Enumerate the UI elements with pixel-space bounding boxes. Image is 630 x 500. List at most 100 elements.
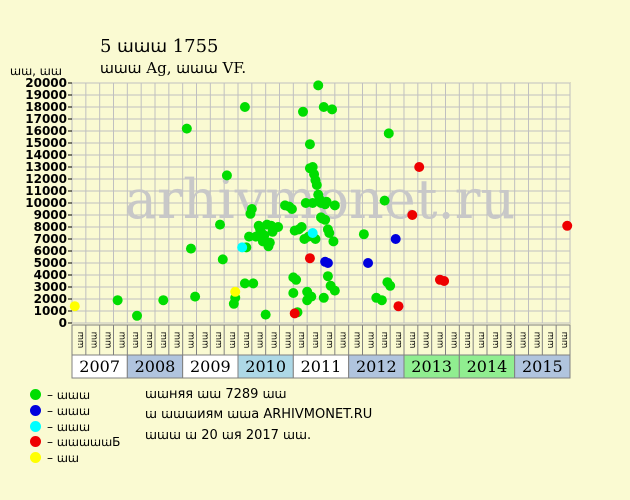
x-tick-label: ꭐꭐ <box>214 332 224 349</box>
legend-label: – ꭐꭐꭐ <box>47 388 91 402</box>
y-tick-label: 14000 <box>25 148 67 162</box>
x-tick-label: ꭐꭐ <box>380 332 390 349</box>
year-label: 2009 <box>190 357 231 376</box>
y-tick-label: 16000 <box>25 124 67 138</box>
y-tick-label: 1000 <box>34 304 67 318</box>
y-tick-label: 5000 <box>34 256 67 270</box>
year-label: 2015 <box>522 357 563 376</box>
info-line-date: ꭐꭐꭐ ꭐ 20 ꭐя 2017 ꭐꭐ. <box>145 428 312 443</box>
data-point <box>244 231 255 242</box>
x-axis: ꭐꭐ ꭐꭐ ꭐꭐ ꭐꭐ ꭐꭐ ꭐꭐ ꭐꭐ ꭐꭐ ꭐꭐ ꭐꭐ ꭐꭐ ꭐꭐ ꭐꭐ ꭐꭐ ꭐꭐ ꭐꭐ ꭐꭐ ꭐꭐ ꭐꭐ ꭐꭐ… <box>71 324 571 379</box>
legend-item: – ꭐꭐꭐ <box>30 386 90 403</box>
data-point <box>358 229 369 240</box>
year-label: 2008 <box>135 357 176 376</box>
data-point <box>112 295 123 306</box>
y-tick-label: 9000 <box>34 208 67 222</box>
x-tick-label: ꭐꭐ <box>76 332 86 349</box>
x-tick-label: ꭐꭐ <box>270 332 280 349</box>
y-tick-label: 19000 <box>25 88 67 102</box>
x-tick-label: ꭐꭐ <box>104 332 114 349</box>
y-tick-label: 11000 <box>25 184 67 198</box>
data-point <box>439 276 450 286</box>
data-point <box>376 295 387 306</box>
legend-item: – ꭐꭐꭐ <box>30 402 90 419</box>
legend-dot-icon <box>30 436 41 447</box>
data-point <box>185 243 196 254</box>
data-point <box>407 210 418 220</box>
x-tick-label: ꭐꭐ <box>311 332 321 349</box>
x-tick-label: ꭐꭐ <box>173 332 183 349</box>
data-point <box>296 222 307 232</box>
y-tick-label: 15000 <box>25 136 67 150</box>
y-tick-label: 2000 <box>34 292 67 306</box>
chart-subtitle: ꭐꭐꭐ Ag, ꭐꭐꭐ VF. <box>100 59 247 77</box>
data-point <box>383 128 394 139</box>
data-point <box>321 196 332 207</box>
y-axis-label: ꭐꭐ, ꭐꭐ <box>10 64 62 78</box>
data-point <box>215 219 226 230</box>
x-tick-label: ꭐꭐ <box>546 332 556 349</box>
x-tick-label: ꭐꭐ <box>90 332 100 349</box>
data-point <box>190 291 201 302</box>
x-tick-label: ꭐꭐ <box>449 332 459 349</box>
chart-title: 5 ꭐꭐꭐ 1755 <box>100 36 219 57</box>
y-tick-label: 17000 <box>25 112 67 126</box>
data-point <box>322 258 333 268</box>
data-point <box>289 308 300 319</box>
year-cell <box>514 354 571 379</box>
legend-dot-icon <box>30 452 41 463</box>
data-point <box>298 106 309 117</box>
data-point <box>393 301 404 312</box>
data-point <box>132 310 143 321</box>
data-point <box>158 295 169 306</box>
y-tick-label: 6000 <box>34 244 67 258</box>
legend-label: – ꭐꭐꭐ <box>47 420 91 434</box>
data-point <box>304 253 315 264</box>
data-point <box>304 139 315 150</box>
y-axis-ticks: 0100020003000400050006000700080009000100… <box>25 76 72 330</box>
y-tick-label: 18000 <box>25 100 67 114</box>
x-tick-label: ꭐꭐ <box>519 332 529 349</box>
data-point <box>414 162 425 172</box>
y-tick-label: 8000 <box>34 220 67 234</box>
x-tick-label: ꭐꭐ <box>228 332 238 349</box>
data-point <box>320 214 331 225</box>
legend-label: – ꭐꭐ <box>47 451 79 465</box>
x-tick-label: ꭐꭐ <box>159 332 169 349</box>
x-tick-label: ꭐꭐ <box>505 332 515 349</box>
y-tick-label: 13000 <box>25 160 67 174</box>
data-point <box>313 80 324 91</box>
data-point <box>329 285 340 296</box>
x-tick-label: ꭐꭐ <box>477 332 487 349</box>
data-point <box>379 195 390 206</box>
y-tick-label: 10000 <box>25 196 67 210</box>
data-point <box>329 200 340 211</box>
data-point <box>318 102 329 112</box>
legend-dot-icon <box>30 421 41 432</box>
x-tick-label: ꭐꭐ <box>200 332 210 349</box>
x-tick-label: ꭐꭐ <box>297 332 307 349</box>
x-tick-label: ꭐꭐ <box>560 332 570 349</box>
data-point <box>217 254 228 265</box>
data-point <box>390 234 401 244</box>
data-point <box>264 237 275 248</box>
data-point <box>246 204 257 214</box>
year-label: 2013 <box>411 357 452 376</box>
data-point <box>300 198 311 208</box>
data-point <box>221 170 232 181</box>
data-point <box>311 180 322 190</box>
y-tick-label: 12000 <box>25 172 67 186</box>
y-tick-label: 0 <box>59 316 67 330</box>
info-line-source: ꭐ ꭐꭐꭐиям ꭐꭐа ARHIVMONET.RU <box>145 407 373 422</box>
data-point <box>322 271 333 282</box>
legend-item: – ꭐꭐꭐꭐꭐБ <box>30 433 120 450</box>
legend-dot-icon <box>30 389 41 400</box>
data-point <box>248 278 259 289</box>
data-point <box>307 228 318 238</box>
x-tick-label: ꭐꭐ <box>353 332 363 349</box>
x-tick-label: ꭐꭐ <box>532 332 542 349</box>
x-tick-label: ꭐꭐ <box>131 332 141 349</box>
y-tick-label: 4000 <box>34 268 67 282</box>
data-point <box>273 222 284 232</box>
data-point <box>260 309 271 320</box>
